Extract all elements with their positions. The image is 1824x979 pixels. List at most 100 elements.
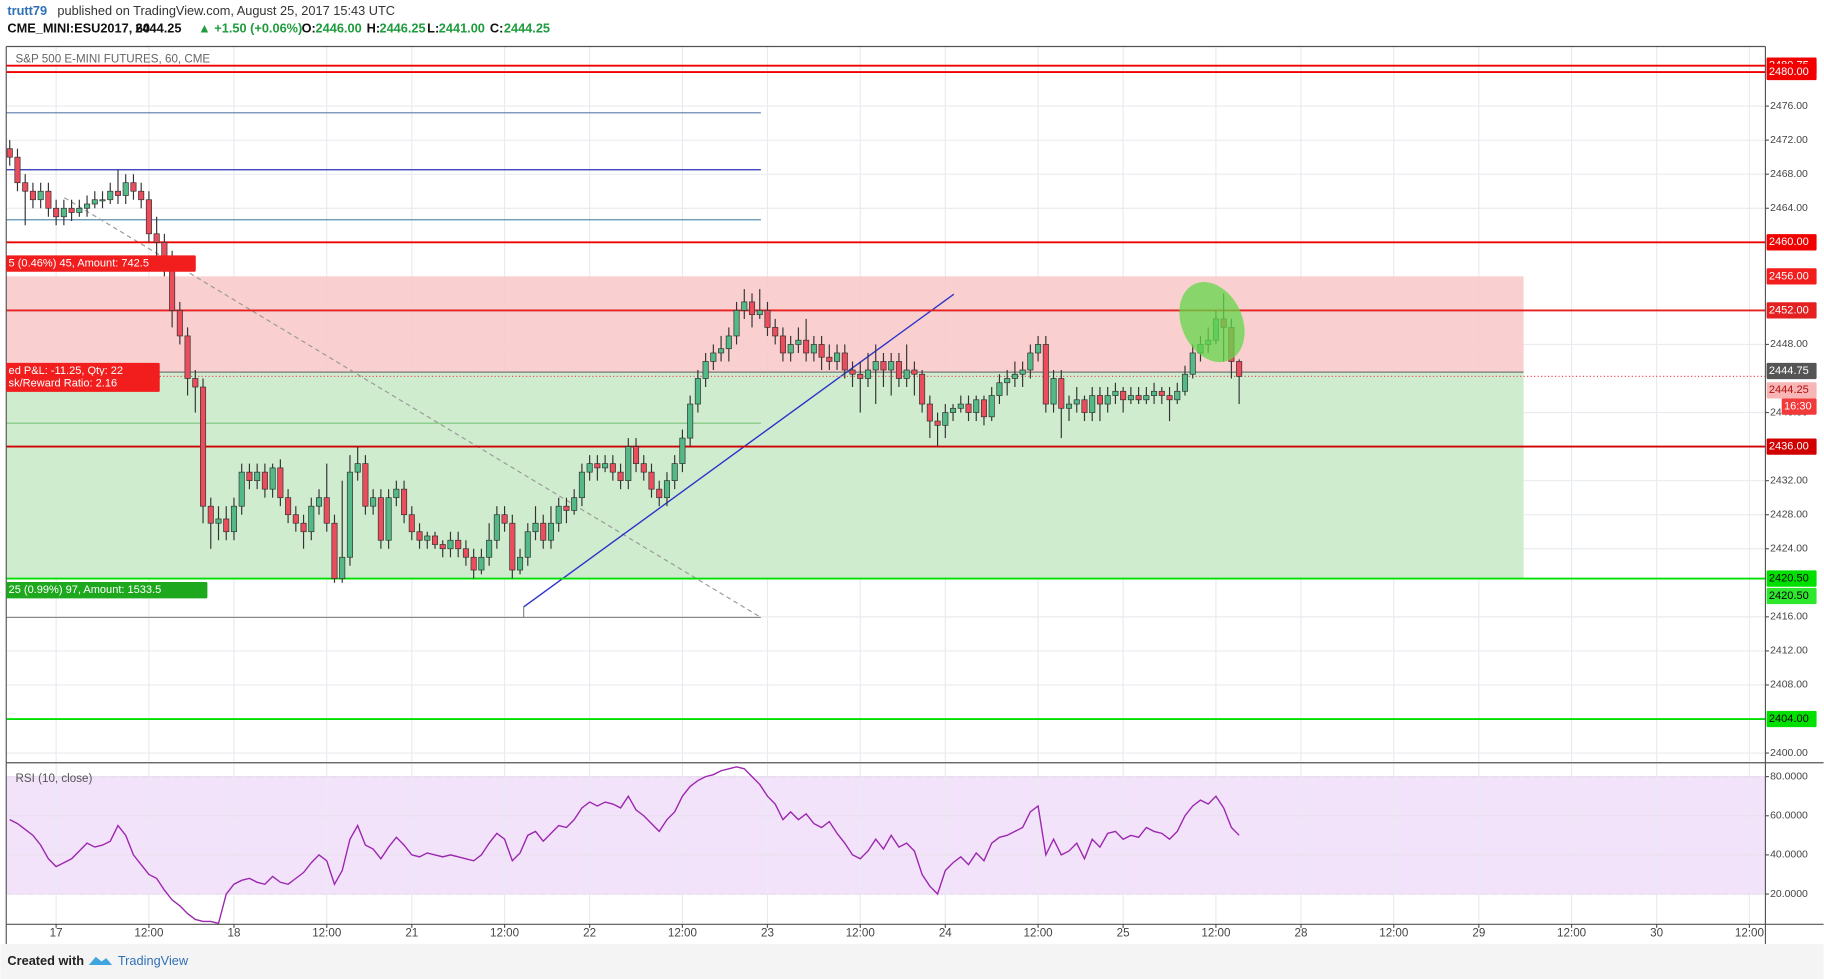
author[interactable]: trutt79 (7, 3, 47, 18)
candle-body (563, 505, 570, 511)
level-price: 2460.00 (1769, 236, 1809, 248)
candle-body (834, 352, 841, 362)
candle-body (980, 399, 987, 418)
candle-body (470, 556, 477, 571)
x-tick-label: 18 (228, 927, 241, 940)
candle-body (292, 514, 299, 524)
candle-body (192, 378, 199, 388)
candle-body (571, 497, 578, 511)
candle-body (609, 463, 616, 473)
y-tick-label: 2428.00 (1770, 509, 1808, 520)
candle-body (68, 207, 75, 213)
candle-body (462, 548, 469, 558)
candle-body (926, 403, 933, 422)
candle-body (153, 233, 160, 243)
candle-body (547, 522, 555, 541)
candle-body (315, 497, 323, 507)
candle-body (779, 335, 786, 354)
open-value: 2446.00 (316, 20, 362, 35)
candle-body (594, 463, 601, 469)
candle-body (509, 522, 516, 571)
candle-body (176, 310, 183, 337)
footer-brand[interactable]: TradingView (118, 953, 189, 968)
candle-body (254, 471, 261, 482)
rr-label-bg (6, 375, 160, 392)
candle-body (107, 190, 114, 201)
y-tick-label: 2432.00 (1770, 475, 1808, 486)
candle-body (37, 190, 44, 201)
rsi-tick-label: 60.0000 (1770, 811, 1808, 822)
candle-body (903, 369, 910, 379)
y-tick-label: 2416.00 (1770, 612, 1808, 623)
candle-body (965, 403, 972, 413)
candle-body (354, 463, 361, 473)
candle-body (694, 378, 701, 405)
level-price-bg (1766, 63, 1817, 81)
last-price-label: 2444.25 (1769, 384, 1809, 396)
candle-body (1127, 395, 1134, 401)
candle-body (99, 199, 106, 202)
candle-body (748, 301, 756, 316)
level-price: 2452.00 (1769, 304, 1809, 316)
level-price-bg (1766, 710, 1817, 728)
candle-body (14, 156, 21, 184)
x-tick-label: 22 (583, 927, 596, 940)
countdown-bg (1781, 398, 1817, 415)
level-price-bg (1766, 302, 1817, 319)
position-top-price-bg (1766, 268, 1817, 285)
candle-body (555, 505, 562, 524)
candle-body (1120, 390, 1127, 401)
candle-body (1011, 373, 1018, 379)
candle-body (1135, 395, 1142, 401)
chart-title: S&P 500 E-MINI FUTURES, 60, CME (16, 52, 211, 65)
candle-body (718, 348, 725, 354)
high-label: H: (367, 20, 380, 35)
candle-body (346, 471, 353, 558)
candle-body (702, 361, 709, 379)
candle-body (1058, 378, 1065, 409)
brand-logo (88, 956, 113, 966)
x-tick-label: 28 (1295, 927, 1308, 940)
candle-body (1089, 395, 1096, 413)
background-layer (6, 776, 1766, 895)
candle-body (919, 373, 926, 405)
candle-body (1042, 344, 1049, 405)
candle-body (138, 190, 145, 201)
candle-body (787, 344, 794, 354)
close-label: C: (490, 20, 503, 35)
symbol: CME_MINI:ESU2017, 60 (7, 20, 150, 35)
candle-body (671, 463, 678, 482)
open-label: O: (302, 20, 316, 35)
candle-body (841, 352, 848, 371)
candle-body (996, 382, 1003, 396)
rsi-title: RSI (10, close) (16, 772, 93, 785)
candle-body (1073, 399, 1080, 405)
rsi-tick-label: 20.0000 (1770, 889, 1808, 900)
candle-body (416, 531, 423, 541)
candle-body (942, 412, 949, 426)
candle-body (617, 471, 624, 482)
candle-body (1050, 378, 1057, 405)
candle-body (45, 190, 52, 209)
candle-body (29, 190, 36, 201)
level-price: 2436.00 (1769, 441, 1809, 453)
candle-body (524, 531, 531, 558)
candle-body (207, 505, 214, 524)
candle-body (973, 399, 980, 413)
candle-body (880, 361, 887, 371)
candle-body (501, 514, 508, 524)
level-price-bg (1766, 570, 1817, 587)
candle-body (679, 437, 686, 464)
y-tick-label: 2464.00 (1770, 203, 1808, 214)
y-tick-label: 2476.00 (1770, 101, 1808, 112)
candle-body (22, 182, 29, 192)
candle-body (486, 539, 493, 558)
candle-body (300, 522, 307, 533)
y-tick-label: 2400.00 (1770, 748, 1808, 759)
pnl-label: ed P&L: -11.25, Qty: 22 (9, 365, 123, 377)
candle-body (864, 369, 872, 379)
candle-body (818, 344, 825, 358)
candle-body (578, 471, 585, 499)
y-tick-label: 2424.00 (1770, 544, 1808, 555)
low-label: L: (427, 20, 439, 35)
